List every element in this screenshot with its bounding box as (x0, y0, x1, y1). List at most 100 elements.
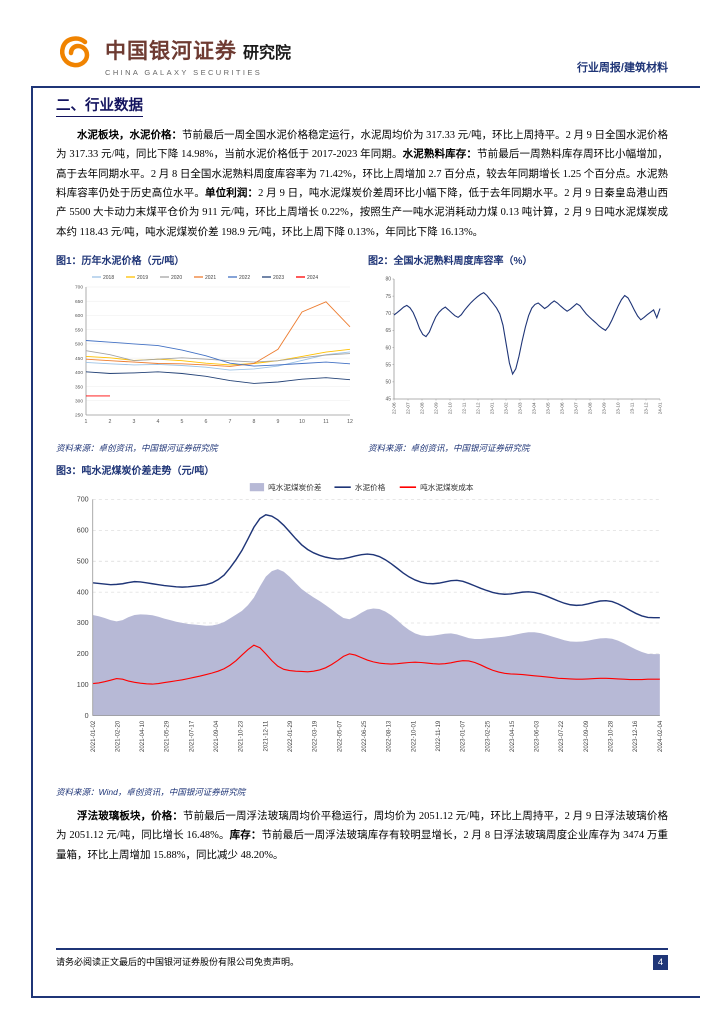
svg-text:2021-04-10: 2021-04-10 (139, 720, 146, 752)
svg-text:22-06: 22-06 (392, 402, 397, 414)
svg-text:9: 9 (277, 419, 280, 425)
svg-text:2023: 2023 (273, 275, 284, 281)
company-name: 中国银河证券 (105, 38, 237, 63)
svg-text:2022-01-29: 2022-01-29 (287, 720, 294, 752)
svg-text:22-08: 22-08 (420, 402, 425, 414)
svg-text:65: 65 (385, 328, 391, 334)
svg-text:2022-10-01: 2022-10-01 (410, 720, 417, 752)
svg-text:2024-02-04: 2024-02-04 (657, 720, 664, 752)
svg-text:11: 11 (323, 419, 328, 425)
svg-text:2021-01-02: 2021-01-02 (90, 720, 97, 752)
svg-text:300: 300 (77, 619, 89, 627)
svg-text:2021-09-04: 2021-09-04 (213, 720, 220, 752)
cement-coal-spread-chart: 0 100 200 300 400 500 600 700 2021-01-02 2021-02-… (77, 482, 664, 752)
svg-text:12: 12 (347, 419, 353, 425)
figure-1-source: 资料来源：卓创资讯，中国银河证券研究院 (56, 442, 218, 453)
report-header: 中国银河证券 研究院 CHINA GALAXY SECURITIES 行业周报/建… (56, 16, 668, 78)
institute-name: 研究院 (243, 44, 292, 62)
svg-text:400: 400 (75, 370, 83, 376)
svg-text:55: 55 (385, 362, 391, 368)
section-title: 二、行业数据 (56, 94, 143, 117)
figure-3-title: 图3：吨水泥煤炭价差走势（元/吨） (56, 465, 215, 477)
svg-text:2023-06-03: 2023-06-03 (534, 720, 541, 752)
svg-text:23-04: 23-04 (532, 402, 537, 414)
svg-text:600: 600 (77, 526, 89, 534)
svg-text:吨水泥煤炭成本: 吨水泥煤炭成本 (420, 482, 474, 492)
svg-text:2020: 2020 (171, 275, 182, 281)
svg-text:550: 550 (75, 327, 83, 333)
svg-text:0: 0 (85, 712, 89, 720)
svg-text:水泥价格: 水泥价格 (355, 482, 386, 492)
svg-text:2023-04-15: 2023-04-15 (509, 720, 516, 752)
svg-text:2021-02-20: 2021-02-20 (114, 720, 121, 752)
page-footer: 请务必阅读正文最后的中国银河证券股份有限公司免责声明。 4 (56, 948, 668, 970)
svg-text:50: 50 (385, 379, 391, 385)
svg-text:2021-07-17: 2021-07-17 (188, 720, 195, 752)
galaxy-logo-icon (56, 33, 96, 78)
svg-text:500: 500 (75, 341, 83, 347)
clinker-storage-rate-chart: 45 50 55 60 65 70 75 80 22-06 22-07 22-08 22-09 22-1… (385, 277, 663, 415)
svg-text:23-08: 23-08 (588, 402, 593, 414)
svg-text:3: 3 (133, 419, 136, 425)
svg-text:2022-06-25: 2022-06-25 (361, 720, 368, 752)
svg-text:23-07: 23-07 (574, 402, 579, 414)
svg-text:500: 500 (77, 557, 89, 565)
company-name-en: CHINA GALAXY SECURITIES (105, 67, 263, 77)
svg-text:70: 70 (385, 311, 391, 317)
svg-text:23-01: 23-01 (490, 402, 495, 414)
svg-text:2021-12-11: 2021-12-11 (262, 720, 269, 751)
svg-text:2021-10-23: 2021-10-23 (238, 720, 245, 752)
svg-text:650: 650 (75, 299, 83, 305)
figure-2: 图2：全国水泥熟料周度库容率（%） 45 50 55 60 65 70 75 80 22-06 2… (368, 252, 668, 454)
svg-text:22-07: 22-07 (406, 402, 411, 414)
svg-text:1: 1 (85, 419, 88, 425)
svg-text:23-03: 23-03 (518, 402, 523, 414)
svg-text:200: 200 (77, 650, 89, 658)
svg-text:2022: 2022 (239, 275, 250, 281)
svg-text:2: 2 (109, 419, 112, 425)
svg-text:23-06: 23-06 (560, 402, 565, 414)
svg-text:6: 6 (205, 419, 208, 425)
header-rule (31, 86, 700, 88)
svg-text:23-11: 23-11 (630, 402, 635, 414)
svg-text:2023-02-25: 2023-02-25 (484, 720, 491, 752)
svg-text:2022-03-19: 2022-03-19 (312, 720, 319, 752)
svg-text:10: 10 (299, 419, 305, 425)
svg-text:350: 350 (75, 384, 83, 390)
svg-text:2022-08-13: 2022-08-13 (386, 720, 393, 752)
glass-paragraph: 浮法玻璃板块，价格：节前最后一周浮法玻璃周均价平稳运行，周均价为 2051.12… (56, 810, 668, 861)
svg-text:23-02: 23-02 (504, 402, 509, 414)
svg-text:2021-05-29: 2021-05-29 (164, 720, 171, 752)
svg-text:2022-05-07: 2022-05-07 (336, 720, 343, 752)
svg-text:22-12: 22-12 (476, 402, 481, 414)
svg-text:2019: 2019 (137, 275, 148, 281)
svg-text:4: 4 (157, 419, 160, 425)
svg-text:600: 600 (75, 313, 83, 319)
svg-text:23-10: 23-10 (616, 402, 621, 414)
figure-row: 图1：历年水泥价格（元/吨） 250 300 350 400 450 500 550 600 6… (56, 252, 668, 454)
svg-text:2023-10-28: 2023-10-28 (608, 720, 615, 752)
svg-text:2023-01-07: 2023-01-07 (460, 720, 467, 752)
svg-text:23-12: 23-12 (644, 402, 649, 414)
svg-text:24-01: 24-01 (658, 402, 663, 414)
svg-text:300: 300 (75, 398, 83, 404)
company-logo: 中国银河证券 研究院 CHINA GALAXY SECURITIES (56, 33, 291, 78)
svg-text:5: 5 (181, 419, 184, 425)
svg-text:22-10: 22-10 (448, 402, 453, 414)
figure-2-title: 图2：全国水泥熟料周度库容率（%） (368, 255, 533, 267)
svg-text:2023-07-22: 2023-07-22 (558, 720, 565, 752)
svg-text:45: 45 (385, 397, 391, 403)
report-category: 行业周报/建筑材料 (576, 62, 668, 74)
svg-text:2024: 2024 (307, 275, 318, 281)
svg-text:450: 450 (75, 356, 83, 362)
svg-text:23-09: 23-09 (602, 402, 607, 414)
figure-1: 图1：历年水泥价格（元/吨） 250 300 350 400 450 500 550 600 6… (56, 252, 356, 454)
svg-text:250: 250 (75, 413, 83, 419)
left-margin-rule (31, 86, 33, 998)
svg-text:2022-11-19: 2022-11-19 (435, 720, 442, 751)
svg-text:75: 75 (385, 294, 391, 300)
bottom-page-rule (31, 996, 700, 998)
figure-3-source: 资料来源：Wind，卓创资讯，中国银河证券研究院 (56, 786, 246, 797)
svg-text:60: 60 (385, 345, 391, 351)
